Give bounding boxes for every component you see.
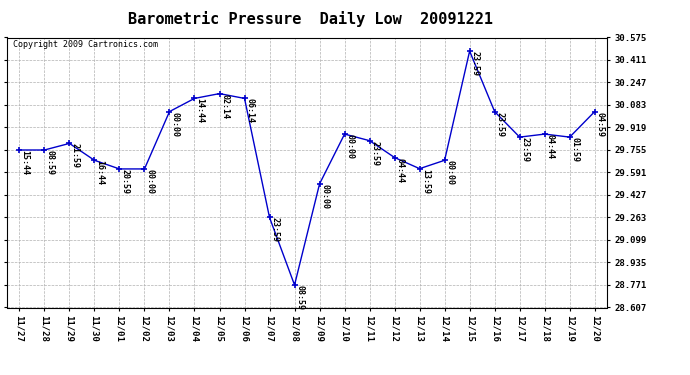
Text: 01:59: 01:59 — [571, 137, 580, 162]
Text: 00:00: 00:00 — [170, 112, 179, 136]
Text: 16:44: 16:44 — [96, 160, 105, 185]
Text: 08:59: 08:59 — [46, 150, 55, 175]
Text: 00:00: 00:00 — [321, 184, 330, 209]
Text: 04:44: 04:44 — [546, 134, 555, 159]
Text: 00:00: 00:00 — [146, 169, 155, 194]
Text: 13:59: 13:59 — [421, 169, 430, 194]
Text: 06:14: 06:14 — [246, 98, 255, 123]
Text: 15:44: 15:44 — [21, 150, 30, 175]
Text: 23:59: 23:59 — [471, 51, 480, 76]
Text: 23:59: 23:59 — [521, 137, 530, 162]
Text: 23:59: 23:59 — [270, 217, 279, 243]
Text: 14:44: 14:44 — [196, 98, 205, 123]
Text: 00:00: 00:00 — [346, 134, 355, 159]
Text: 23:59: 23:59 — [371, 141, 380, 166]
Text: 04:44: 04:44 — [396, 158, 405, 183]
Text: 20:59: 20:59 — [121, 169, 130, 194]
Text: 21:59: 21:59 — [70, 143, 79, 168]
Text: Barometric Pressure  Daily Low  20091221: Barometric Pressure Daily Low 20091221 — [128, 11, 493, 27]
Text: 04:59: 04:59 — [596, 112, 605, 136]
Text: 00:00: 00:00 — [446, 160, 455, 185]
Text: 02:14: 02:14 — [221, 94, 230, 118]
Text: Copyright 2009 Cartronics.com: Copyright 2009 Cartronics.com — [13, 40, 158, 49]
Text: 08:59: 08:59 — [296, 285, 305, 310]
Text: 23:59: 23:59 — [496, 112, 505, 136]
